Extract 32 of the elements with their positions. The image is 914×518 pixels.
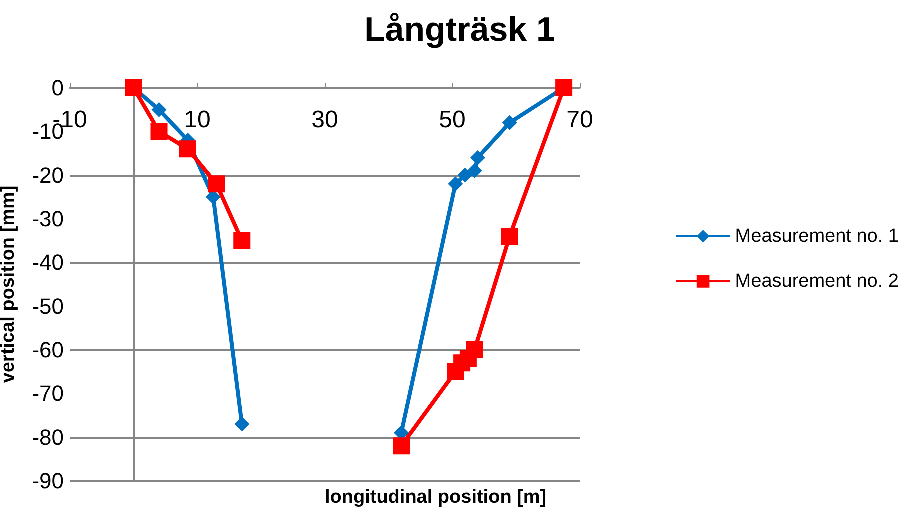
legend-label: Measurement no. 2: [735, 271, 900, 292]
x-tick-label: 50: [439, 106, 466, 134]
x-axis-title: longitudinal position [m]: [324, 487, 547, 508]
y-tick-label: -30: [32, 206, 64, 232]
y-tick-label: -60: [32, 338, 64, 362]
y-tick-label: -50: [32, 294, 64, 319]
x-tick-label: 70: [566, 106, 594, 134]
x-tick-label: 10: [184, 106, 211, 134]
point: [470, 150, 486, 166]
chart-title: Långträsk 1: [364, 11, 556, 49]
point: [234, 416, 250, 432]
point: [448, 176, 464, 192]
legend-label: Measurement no. 1: [735, 226, 900, 247]
point: [234, 232, 251, 250]
point: [502, 115, 518, 130]
point: [179, 140, 196, 158]
y-tick-label: -70: [32, 381, 64, 406]
x-tick-label: 30: [312, 106, 338, 134]
point: [150, 123, 168, 140]
y-tick-label: -40: [32, 250, 64, 276]
point: [467, 163, 482, 178]
point: [208, 176, 226, 193]
point: [393, 438, 410, 455]
point: [466, 342, 484, 358]
y-tick-label: 0: [52, 76, 64, 100]
y-tick-label: -20: [32, 162, 64, 188]
y-tick-label: -80: [32, 424, 64, 450]
point: [152, 102, 167, 118]
point: [458, 168, 473, 183]
y-axis-title: vertical position [mm]: [0, 186, 19, 384]
point: [501, 228, 518, 245]
y-tick-label: -90: [32, 468, 64, 494]
